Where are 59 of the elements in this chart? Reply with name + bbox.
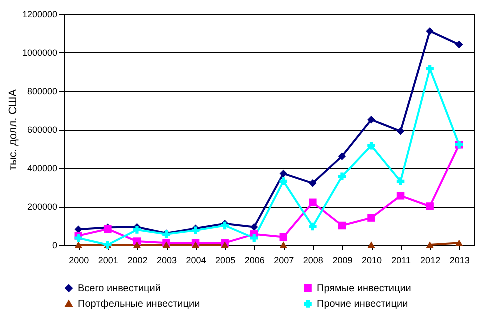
y-tick-label: 400000 <box>27 164 58 174</box>
point <box>74 242 83 248</box>
point <box>74 226 83 234</box>
y-tick-label: 200000 <box>27 202 58 212</box>
point <box>396 128 405 136</box>
y-tick-label: 800000 <box>27 86 58 96</box>
x-tick-label: 2003 <box>156 256 178 266</box>
point <box>396 178 405 186</box>
x-tick-label: 2001 <box>98 256 118 266</box>
point <box>74 234 83 242</box>
x-tick-label: 2000 <box>69 256 90 266</box>
x-tick-label: 2013 <box>450 256 470 266</box>
x-tick-label: 2009 <box>332 256 353 266</box>
legend-label: Всего инвестиций <box>78 283 161 294</box>
point <box>396 192 405 200</box>
point <box>426 27 434 36</box>
point <box>280 178 288 186</box>
point <box>338 152 346 160</box>
x-tick-label: 2008 <box>303 256 324 266</box>
point <box>455 240 464 246</box>
legend-label: Прямые инвестиции <box>317 283 412 294</box>
point <box>309 198 317 207</box>
y-tick-label: 1200000 <box>22 10 58 20</box>
y-axis-title: тыс. долл. США <box>7 88 20 171</box>
point <box>455 40 464 49</box>
x-tick-label: 2010 <box>362 256 382 266</box>
point <box>309 222 317 231</box>
point <box>250 223 258 232</box>
x-tick-label: 2002 <box>128 256 148 266</box>
point <box>426 242 434 248</box>
point <box>426 202 434 210</box>
x-tick-label: 2006 <box>244 256 265 266</box>
x-tick-label: 2007 <box>274 256 294 266</box>
point <box>221 242 229 248</box>
x-tick-label: 2012 <box>420 256 441 266</box>
legend-label: Портфельные инвестиции <box>78 299 200 310</box>
legend-label: Прочие инвестиции <box>317 299 408 310</box>
point <box>280 233 288 242</box>
point <box>368 214 376 222</box>
point <box>192 242 200 248</box>
point <box>250 234 258 242</box>
y-tick-label: 600000 <box>27 125 58 135</box>
point <box>426 64 434 73</box>
y-tick-label: 0 <box>52 240 58 250</box>
point <box>280 170 288 178</box>
point <box>280 242 288 248</box>
point <box>338 172 346 181</box>
y-tick-label: 1000000 <box>22 48 58 58</box>
point <box>133 242 142 248</box>
x-tick-label: 2004 <box>186 256 206 266</box>
point <box>338 222 346 230</box>
x-tick-label: 2005 <box>216 256 236 266</box>
point <box>309 180 317 188</box>
x-tick-label: 2011 <box>392 256 411 266</box>
point <box>368 242 376 248</box>
point <box>162 242 170 248</box>
point <box>133 226 142 234</box>
point <box>368 142 376 150</box>
point <box>368 116 376 124</box>
